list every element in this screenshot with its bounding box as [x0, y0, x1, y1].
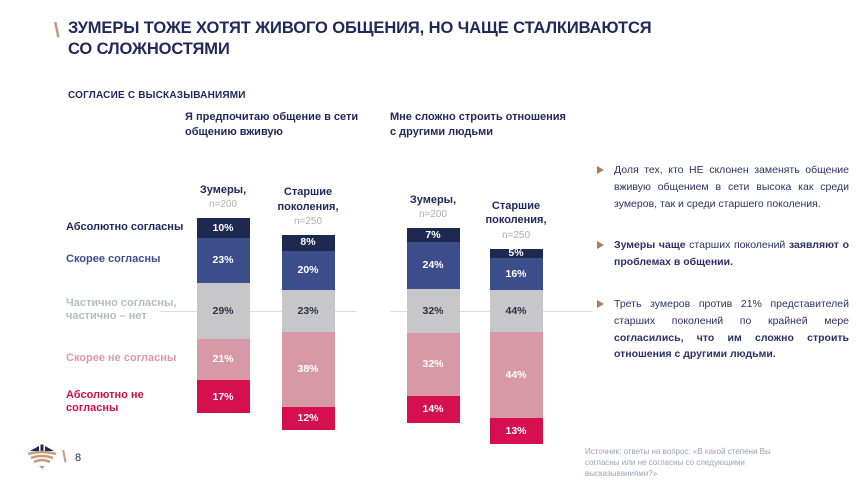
- legend-label-3: Скорее не согласны: [66, 352, 177, 365]
- bar-segment-4: 12%: [281, 406, 335, 430]
- legend-label-1: Скорее согласны: [66, 252, 161, 265]
- question-header-online-vs-live: Я предпочитаю общение в сети общению вжи…: [185, 111, 359, 138]
- column-header-q2-older: Старшие поколения, n=250: [461, 199, 571, 241]
- legend-label-4: Абсолютно не согласны: [66, 389, 144, 415]
- arrowhead-bullet-icon: [597, 241, 604, 250]
- insights-panel: Доля тех, кто НЕ склонен заменять общени…: [597, 162, 849, 388]
- section-kicker: СОГЛАСИЕ С ВЫСКАЗЫВАНИЯМИ: [68, 90, 246, 101]
- bar-segment-1: 20%: [281, 250, 335, 290]
- insight-text: Зумеры чаще старших поколений заявляют о…: [614, 239, 849, 269]
- column-header-q1-zoomers: Зумеры, n=200: [168, 183, 278, 210]
- bar-segment-4: 13%: [489, 418, 543, 444]
- slide-title: ЗУМЕРЫ ТОЖЕ ХОТЯТ ЖИВОГО ОБЩЕНИЯ, НО ЧАЩ…: [68, 19, 652, 58]
- bar-segment-1: 24%: [406, 241, 460, 289]
- sample-size-label: n=250: [501, 229, 531, 241]
- insight-item-0: Доля тех, кто НЕ склонен заменять общени…: [597, 162, 849, 212]
- question-header-hard-relationships: Мне сложно строить отношения с другими л…: [390, 111, 566, 138]
- sample-size-label: n=250: [293, 215, 323, 227]
- column-header-q1-older: Старшие поколения, n=250: [253, 185, 363, 227]
- stacked-bar-q1-zoomers: 10% 23% 29% 21% 17%: [196, 218, 250, 414]
- title-accent-slash: \: [53, 20, 60, 42]
- source-note: Источник: ответы на вопрос: «В какой сте…: [585, 447, 771, 479]
- bar-segment-1: 16%: [489, 258, 543, 290]
- insight-item-2: Треть зумеров против 21% представителей …: [597, 296, 849, 363]
- stacked-bar-q2-zoomers: 7% 24% 32% 32% 14%: [406, 228, 460, 424]
- bar-segment-3: 21%: [196, 339, 250, 381]
- column-name: Зумеры,: [199, 184, 247, 197]
- arrowhead-bullet-icon: [597, 299, 604, 308]
- bar-segment-4: 17%: [196, 380, 250, 414]
- stacked-bar-q1-older: 8% 20% 23% 38% 12%: [281, 234, 335, 430]
- bar-segment-0: 7%: [406, 228, 460, 242]
- sample-size-label: n=200: [418, 209, 448, 221]
- column-name: Старшие поколения,: [485, 200, 547, 227]
- neutral-axis-line-chart2: [390, 311, 592, 312]
- page-number: 8: [75, 452, 82, 464]
- bar-segment-1: 23%: [196, 237, 250, 283]
- bar-segment-4: 14%: [406, 395, 460, 424]
- legend-label-0: Абсолютно согласны: [66, 220, 184, 233]
- neutral-axis-line-chart1: [160, 311, 356, 312]
- stacked-bar-q2-older: 5% 16% 44% 44% 13%: [489, 248, 543, 444]
- company-logo: [27, 444, 57, 469]
- bar-segment-3: 38%: [281, 332, 335, 407]
- column-header-q2-zoomers: Зумеры, n=200: [378, 193, 488, 220]
- insight-text: Доля тех, кто НЕ склонен заменять общени…: [614, 164, 849, 210]
- sample-size-label: n=200: [208, 199, 238, 211]
- bar-segment-0: 10%: [196, 218, 250, 238]
- insight-text: Треть зумеров против 21% представителей …: [614, 297, 849, 361]
- arrowhead-bullet-icon: [597, 166, 604, 174]
- footer-accent-slash: \: [62, 447, 67, 466]
- bar-segment-0: 8%: [281, 234, 335, 251]
- insight-item-1: Зумеры чаще старших поколений заявляют о…: [597, 237, 849, 271]
- bar-segment-3: 32%: [406, 333, 460, 396]
- bar-segment-0: 5%: [489, 248, 543, 259]
- column-name: Зумеры,: [409, 193, 457, 206]
- bar-segment-3: 44%: [489, 332, 543, 419]
- column-name: Старшие поколения,: [277, 186, 339, 213]
